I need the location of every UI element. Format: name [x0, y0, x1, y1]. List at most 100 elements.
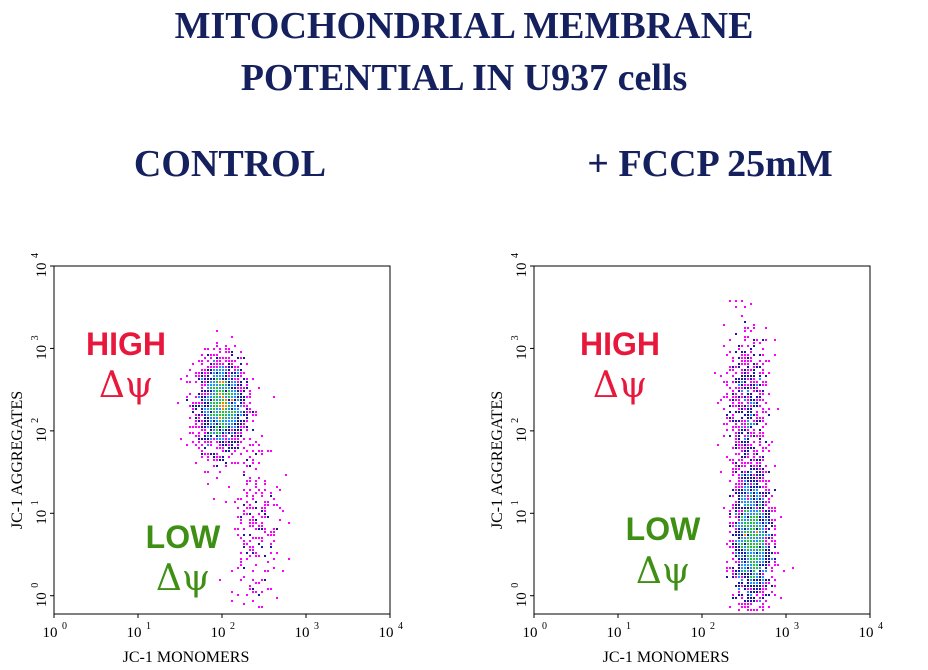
data-point	[216, 330, 218, 332]
data-point	[750, 447, 752, 449]
data-point	[216, 432, 218, 434]
data-point	[177, 402, 179, 404]
data-point	[750, 423, 752, 425]
data-point	[738, 396, 740, 398]
data-point	[753, 435, 755, 437]
data-point	[759, 549, 761, 551]
data-point	[750, 378, 752, 380]
data-point	[213, 354, 215, 356]
data-point	[744, 435, 746, 437]
data-point	[765, 486, 767, 488]
data-point	[762, 576, 764, 578]
data-point	[753, 588, 755, 590]
data-point	[213, 381, 215, 383]
data-point	[729, 366, 731, 368]
data-point	[234, 384, 236, 386]
data-point	[255, 522, 257, 524]
data-point	[765, 525, 767, 527]
data-point	[216, 420, 218, 422]
data-point	[747, 555, 749, 557]
data-point	[201, 429, 203, 431]
data-point	[222, 441, 224, 443]
data-point	[279, 519, 281, 521]
data-point	[207, 387, 209, 389]
data-point	[753, 423, 755, 425]
data-point	[246, 405, 248, 407]
data-point	[750, 591, 752, 593]
data-point	[255, 411, 257, 413]
x-tick-exponent: 2	[230, 621, 235, 632]
data-point	[744, 381, 746, 383]
data-point	[252, 420, 254, 422]
data-point	[192, 411, 194, 413]
data-point	[756, 414, 758, 416]
data-point	[243, 567, 245, 569]
data-point	[768, 594, 770, 596]
data-point	[717, 444, 719, 446]
data-point	[753, 474, 755, 476]
data-point	[198, 396, 200, 398]
data-point	[219, 399, 221, 401]
data-point	[741, 606, 743, 608]
data-point	[225, 399, 227, 401]
data-point	[747, 435, 749, 437]
data-point	[744, 567, 746, 569]
data-point	[213, 420, 215, 422]
data-point	[741, 570, 743, 572]
data-point	[723, 435, 725, 437]
data-point	[768, 519, 770, 521]
data-point	[753, 609, 755, 611]
data-point	[189, 381, 191, 383]
data-point	[732, 459, 734, 461]
data-point	[765, 579, 767, 581]
data-point	[744, 327, 746, 329]
data-point	[753, 585, 755, 587]
data-point	[216, 438, 218, 440]
data-point	[735, 462, 737, 464]
data-point	[768, 561, 770, 563]
data-point	[225, 396, 227, 398]
data-point	[726, 372, 728, 374]
data-point	[750, 330, 752, 332]
data-point	[249, 585, 251, 587]
data-point	[756, 420, 758, 422]
data-point	[729, 351, 731, 353]
data-point	[759, 510, 761, 512]
data-point	[252, 495, 254, 497]
data-point	[756, 453, 758, 455]
data-point	[753, 441, 755, 443]
data-point	[270, 450, 272, 452]
data-point	[750, 426, 752, 428]
data-point	[222, 369, 224, 371]
data-point	[750, 573, 752, 575]
data-point	[747, 363, 749, 365]
data-point	[216, 456, 218, 458]
data-point	[759, 360, 761, 362]
data-point	[225, 357, 227, 359]
data-point	[738, 537, 740, 539]
data-point	[741, 381, 743, 383]
data-point	[249, 507, 251, 509]
data-point	[213, 393, 215, 395]
data-point	[213, 429, 215, 431]
data-point	[741, 384, 743, 386]
data-point	[750, 405, 752, 407]
data-point	[219, 351, 221, 353]
data-point	[252, 519, 254, 521]
data-point	[741, 537, 743, 539]
data-point	[741, 432, 743, 434]
data-point	[240, 384, 242, 386]
data-point	[744, 588, 746, 590]
data-point	[741, 558, 743, 560]
data-point	[264, 513, 266, 515]
data-point	[222, 381, 224, 383]
data-point	[246, 558, 248, 560]
data-point	[231, 396, 233, 398]
data-point	[237, 507, 239, 509]
data-point	[756, 585, 758, 587]
data-point	[753, 405, 755, 407]
data-point	[747, 585, 749, 587]
data-point	[210, 408, 212, 410]
data-point	[726, 354, 728, 356]
data-point	[219, 396, 221, 398]
